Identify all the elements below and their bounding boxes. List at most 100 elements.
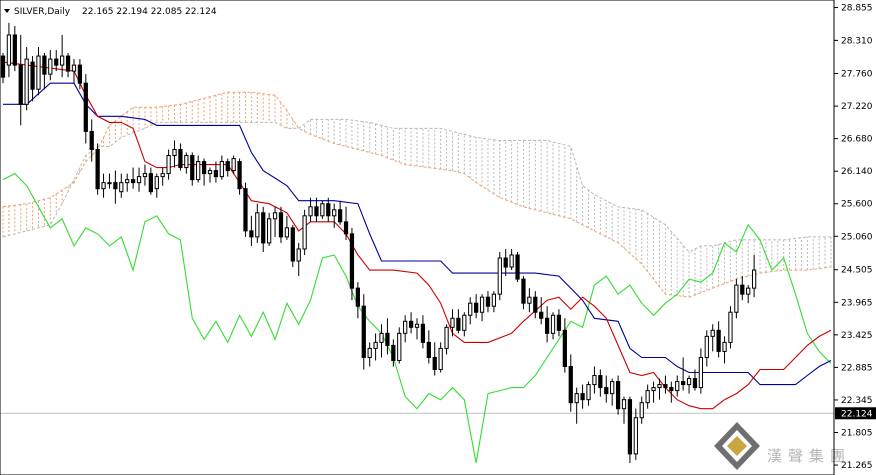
- candle: [515, 251, 520, 283]
- candle-body: [710, 329, 715, 337]
- candle-body: [586, 384, 591, 401]
- candle-body: [645, 390, 650, 404]
- candle: [296, 242, 301, 277]
- candle-body: [367, 347, 372, 358]
- axis-tick-label: 22.885: [841, 363, 873, 373]
- candle-body: [438, 347, 443, 371]
- plot-frame: [0, 0, 835, 475]
- kijun-sen: [3, 82, 832, 386]
- candle: [349, 227, 355, 301]
- candle: [308, 197, 313, 222]
- chevron-down-icon[interactable]: [4, 9, 10, 13]
- candle: [148, 167, 153, 195]
- candle: [60, 34, 65, 78]
- current-price-marker: [835, 407, 876, 420]
- candle-body: [527, 296, 532, 304]
- candle-body: [722, 341, 727, 352]
- candle-body: [113, 182, 118, 190]
- senkou-span-a: [2, 91, 832, 298]
- candle: [426, 330, 431, 364]
- watermark-text: 漢聲集團: [767, 447, 851, 465]
- candle-body: [148, 173, 153, 193]
- candle: [751, 254, 757, 298]
- candle: [456, 309, 461, 334]
- candle-body: [491, 293, 497, 307]
- candle-body: [509, 254, 514, 268]
- candle-body: [544, 317, 550, 334]
- candle: [136, 167, 142, 192]
- candle-body: [107, 182, 112, 185]
- candle: [0, 53, 6, 84]
- candle: [621, 396, 627, 424]
- candle-body: [621, 399, 627, 410]
- candle-body: [479, 296, 485, 313]
- candle: [48, 50, 53, 81]
- candle: [491, 291, 497, 313]
- candle-body: [18, 64, 23, 105]
- candle: [12, 25, 17, 72]
- candle-body: [704, 335, 709, 358]
- candle-body: [521, 278, 526, 304]
- candle-body: [243, 188, 248, 232]
- candle-body: [178, 148, 183, 169]
- candle: [36, 47, 41, 96]
- candle-body: [698, 356, 704, 389]
- candle: [397, 327, 402, 364]
- candle-body: [633, 417, 638, 455]
- candle: [261, 206, 266, 252]
- candle: [71, 59, 77, 84]
- candle-body: [610, 381, 615, 395]
- candle: [728, 306, 733, 349]
- current-price-label: 22.124: [841, 409, 873, 419]
- candle: [166, 149, 171, 180]
- candle: [367, 342, 372, 367]
- candle-body: [675, 381, 680, 392]
- candle-body: [361, 305, 366, 358]
- candle: [698, 348, 704, 394]
- chikou-span: [2, 172, 832, 464]
- candle-body: [119, 182, 124, 193]
- candle: [686, 375, 692, 394]
- axis-tick-label: 25.060: [841, 232, 873, 242]
- candle-body: [485, 296, 491, 307]
- candle: [663, 375, 668, 394]
- candle: [65, 53, 71, 78]
- candle: [592, 366, 597, 394]
- candle-body: [125, 179, 130, 184]
- candle-body: [462, 314, 467, 331]
- candle: [450, 309, 455, 337]
- candle-body: [142, 173, 148, 178]
- candle-body: [296, 248, 301, 262]
- candle: [485, 291, 491, 313]
- candle: [201, 158, 207, 186]
- candle: [657, 378, 662, 400]
- candle: [468, 297, 473, 325]
- candle: [267, 212, 272, 246]
- candle: [479, 294, 485, 322]
- candle: [669, 381, 674, 403]
- candle-body: [728, 311, 733, 343]
- candle: [361, 294, 366, 370]
- candle: [556, 309, 562, 337]
- candle-body: [403, 320, 408, 334]
- candle: [83, 74, 88, 144]
- candle: [355, 282, 360, 319]
- candle-body: [627, 399, 633, 455]
- candle: [278, 206, 284, 243]
- candle-body: [95, 148, 100, 190]
- candle: [444, 324, 449, 355]
- candle-body: [272, 212, 278, 220]
- candle: [196, 155, 201, 183]
- candle-body: [349, 233, 355, 289]
- candle: [574, 387, 579, 424]
- candle-body: [379, 332, 384, 343]
- axis-tick-label: 21.265: [841, 461, 873, 471]
- candle: [651, 381, 656, 403]
- candle: [255, 203, 260, 243]
- candle-body: [77, 64, 83, 84]
- candle-body: [355, 287, 360, 307]
- candle: [533, 291, 538, 319]
- candle-body: [497, 257, 502, 295]
- ohlc-readout: 22.165 22.194 22.085 22.124: [82, 7, 217, 17]
